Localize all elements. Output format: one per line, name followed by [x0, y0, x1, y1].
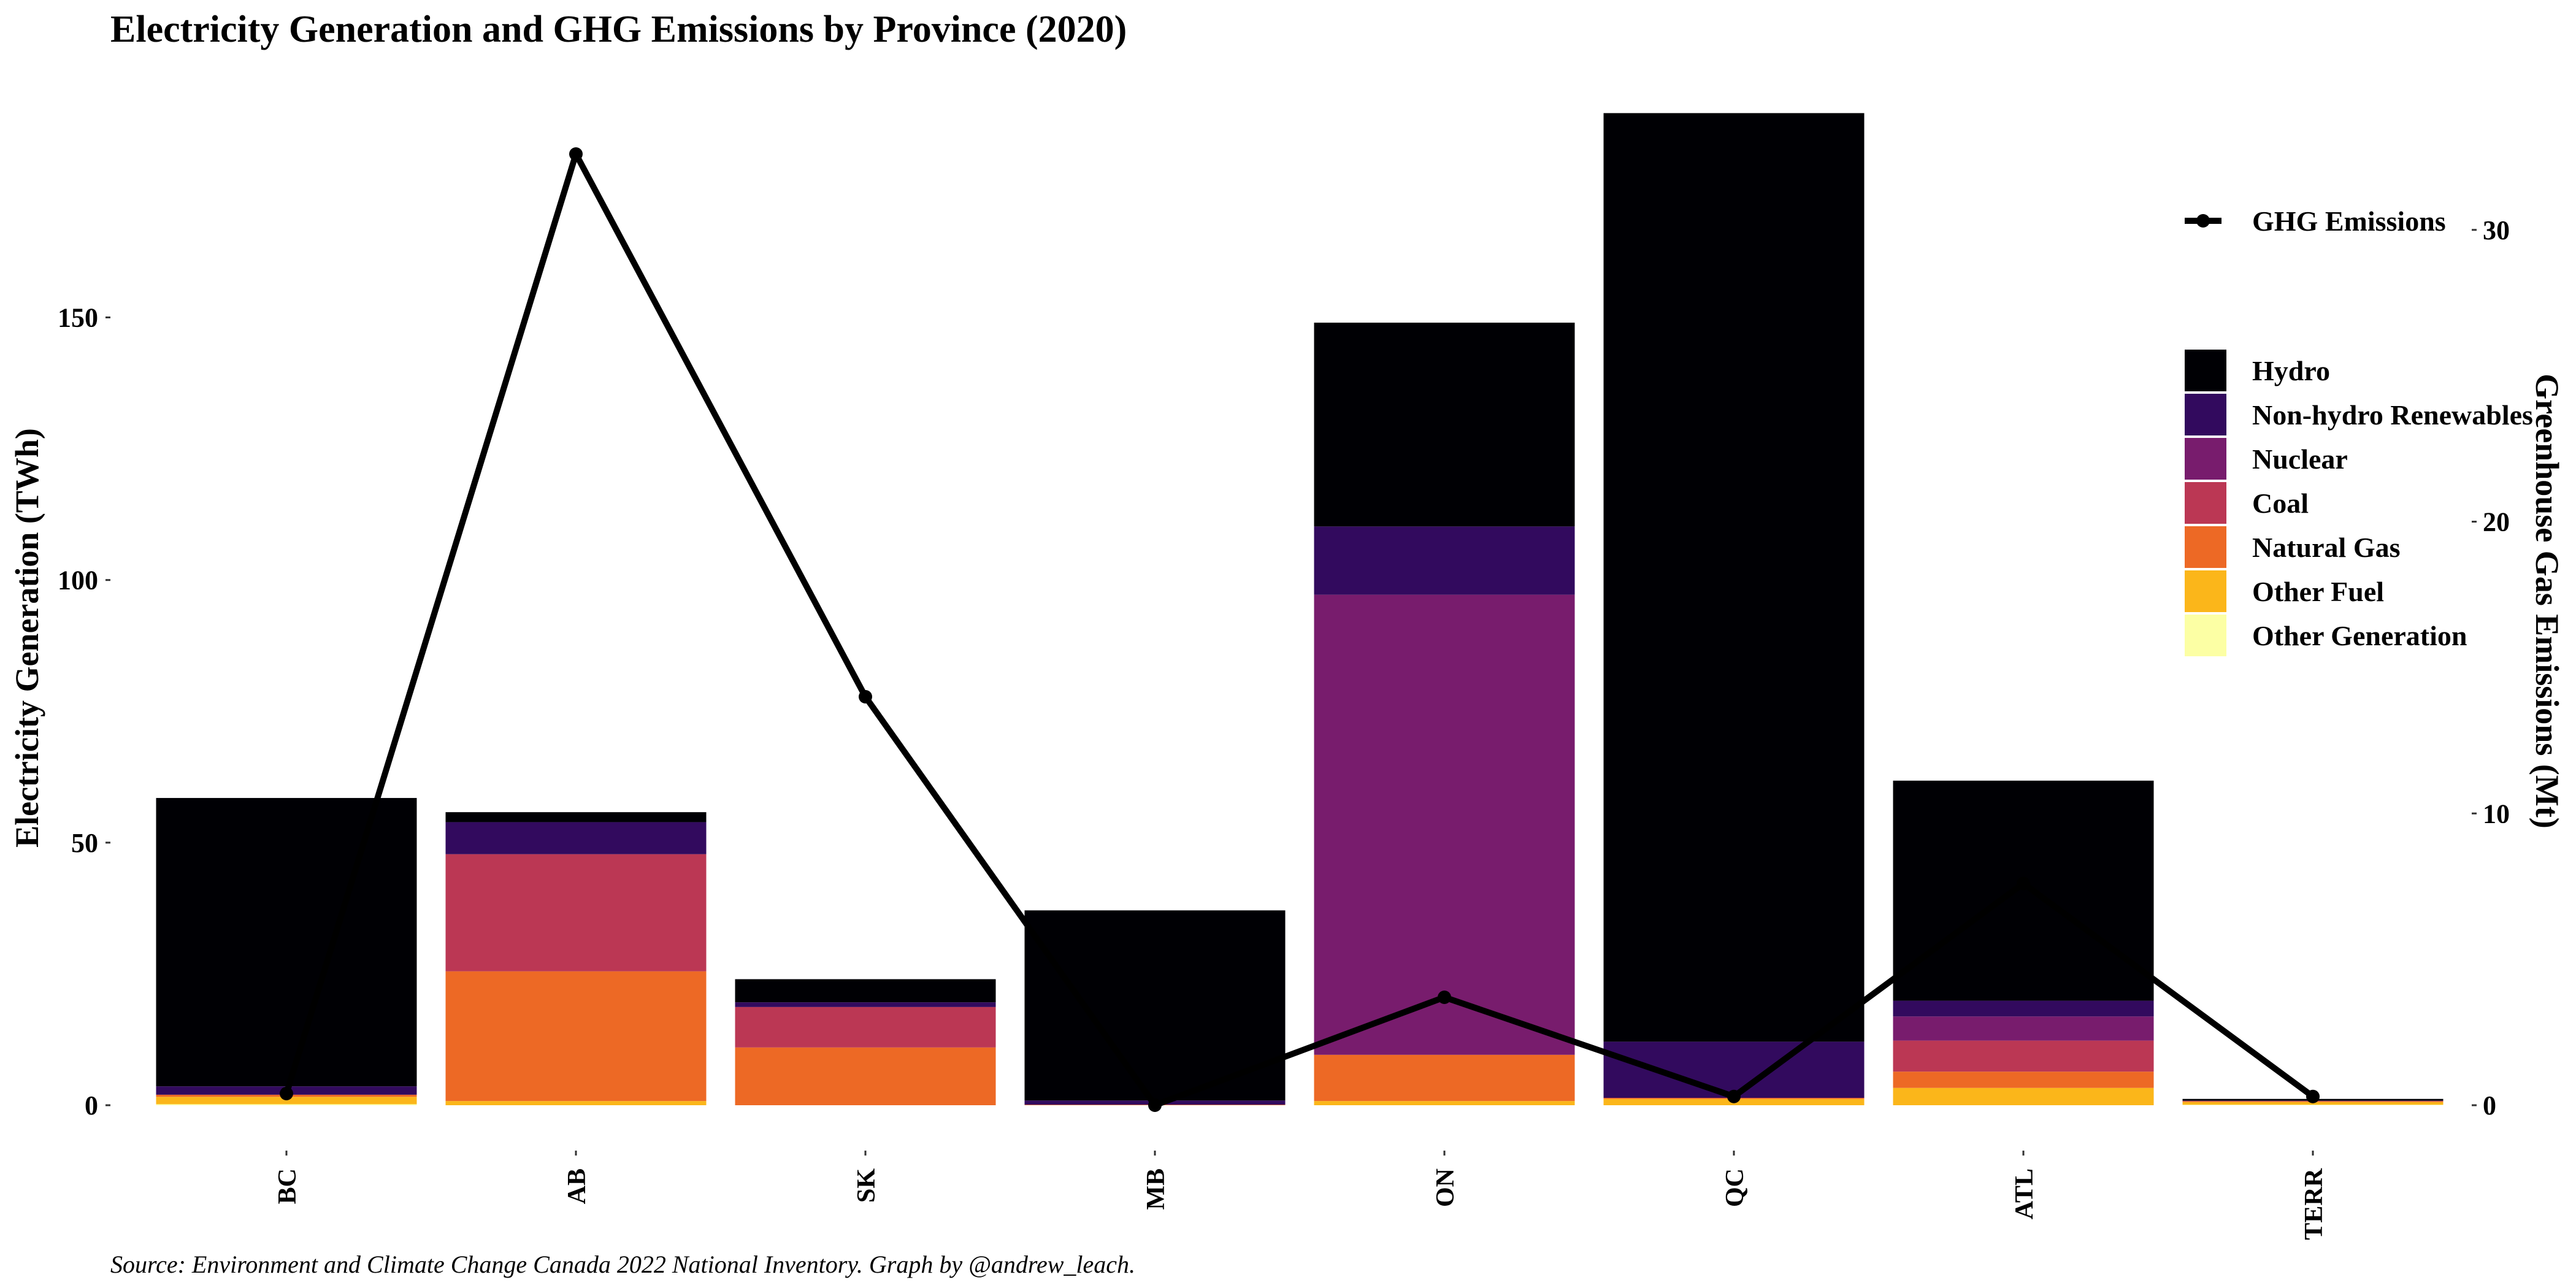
chart-title: Electricity Generation and GHG Emissions…: [110, 9, 1127, 50]
bar-on-non-hydro-renewables: [1314, 526, 1575, 595]
y-axis-title: Electricity Generation (TWh): [9, 428, 45, 848]
legend-swatch-other-fuel: [2185, 570, 2226, 612]
bar-mb-hydro: [1024, 910, 1286, 1101]
legend-swatch-non-hydro-renewables: [2185, 394, 2226, 435]
x-tick-label-qc: QC: [1721, 1168, 1749, 1207]
left-y-axis: 0 50 100 150: [58, 303, 110, 1121]
bar-sk-non-hydro-renewables: [735, 1002, 996, 1007]
ghg-point-bc: [280, 1086, 293, 1100]
y2-tick-label: 30: [2483, 215, 2510, 245]
bar-atl-natural-gas: [1893, 1071, 2154, 1088]
bar-sk-coal: [735, 1006, 996, 1048]
legend-label-hydro: Hydro: [2252, 355, 2330, 386]
bar-atl-nuclear: [1893, 1016, 2154, 1041]
legend-swatch-nuclear: [2185, 438, 2226, 480]
y2-tick-label: 0: [2483, 1091, 2496, 1121]
bar-sk-hydro: [735, 979, 996, 1003]
x-axis: BC AB SK MB ON QC ATL TERR: [274, 1151, 2328, 1240]
bar-qc-hydro: [1603, 113, 1865, 1042]
ghg-point-terr: [2306, 1089, 2320, 1103]
bar-ab-coal: [445, 854, 707, 972]
legend: GHG Emissions Hydro Non-hydro Renewables Nu…: [2185, 205, 2533, 656]
x-tick-label-on: ON: [1432, 1168, 1460, 1207]
x-tick-label-ab: AB: [563, 1168, 591, 1204]
x-tick-label-terr: TERR: [2300, 1168, 2328, 1240]
bar-atl-hydro: [1893, 780, 2154, 1001]
legend-label-other-fuel: Other Fuel: [2252, 576, 2384, 607]
bar-ab-non-hydro-renewables: [445, 822, 707, 854]
bar-atl-coal: [1893, 1040, 2154, 1072]
y2-axis-title: Greenhouse Gas Emissions (Mt): [2529, 374, 2566, 829]
bar-qc-non-hydro-renewables: [1603, 1041, 1865, 1098]
bar-ab-natural-gas: [445, 971, 707, 1102]
y2-tick-label: 20: [2483, 507, 2510, 537]
bar-bc-other-fuel: [156, 1097, 417, 1105]
bar-atl-non-hydro-renewables: [1893, 1000, 2154, 1017]
bar-on-natural-gas: [1314, 1054, 1575, 1102]
legend-swatch-natural-gas: [2185, 526, 2226, 568]
ghg-emissions-line: [283, 151, 2315, 1108]
legend-label-ghg-emissions: GHG Emissions: [2252, 205, 2446, 237]
y-tick-label: 50: [71, 828, 98, 858]
ghg-line-layer: [280, 147, 2320, 1112]
legend-label-non-hydro-renewables: Non-hydro Renewables: [2252, 399, 2533, 431]
legend-label-natural-gas: Natural Gas: [2252, 532, 2401, 563]
ghg-point-on: [1438, 990, 1451, 1004]
x-tick-label-atl: ATL: [2011, 1168, 2039, 1219]
x-tick-label-sk: SK: [853, 1168, 881, 1203]
bar-atl-other-fuel: [1893, 1087, 2154, 1105]
right-y-axis: 0 10 20 30: [2472, 215, 2510, 1121]
legend-label-coal: Coal: [2252, 488, 2309, 519]
bar-ab-hydro: [445, 812, 707, 822]
legend-swatch-coal: [2185, 482, 2226, 524]
bar-on-other-fuel: [1314, 1101, 1575, 1105]
ghg-point-qc: [1727, 1089, 1741, 1103]
ghg-point-atl: [2017, 876, 2030, 891]
y-tick-label: 150: [58, 303, 98, 333]
y-tick-label: 0: [85, 1091, 98, 1121]
legend-swatch-hydro: [2185, 350, 2226, 391]
source-caption: Source: Environment and Climate Change C…: [110, 1251, 1135, 1278]
y2-tick-label: 10: [2483, 799, 2510, 829]
x-tick-label-mb: MB: [1142, 1168, 1170, 1210]
bar-on-nuclear: [1314, 594, 1575, 1055]
ghg-point-sk: [859, 689, 872, 703]
bar-sk-natural-gas: [735, 1047, 996, 1105]
x-tick-label-bc: BC: [274, 1168, 302, 1204]
y-tick-label: 100: [58, 565, 98, 596]
ghg-point-ab: [569, 147, 583, 161]
bar-bc-other-generation: [156, 1104, 417, 1105]
bar-terr-other-fuel: [2182, 1102, 2444, 1105]
bar-on-hydro: [1314, 323, 1575, 527]
legend-line-point: [2196, 214, 2210, 228]
legend-label-other-generation: Other Generation: [2252, 620, 2467, 651]
bars-layer: [156, 113, 2444, 1105]
ghg-point-mb: [1148, 1098, 1162, 1112]
bar-ab-other-fuel: [445, 1101, 707, 1105]
bar-bc-hydro: [156, 798, 417, 1087]
legend-swatch-other-generation: [2185, 615, 2226, 656]
legend-label-nuclear: Nuclear: [2252, 443, 2348, 475]
